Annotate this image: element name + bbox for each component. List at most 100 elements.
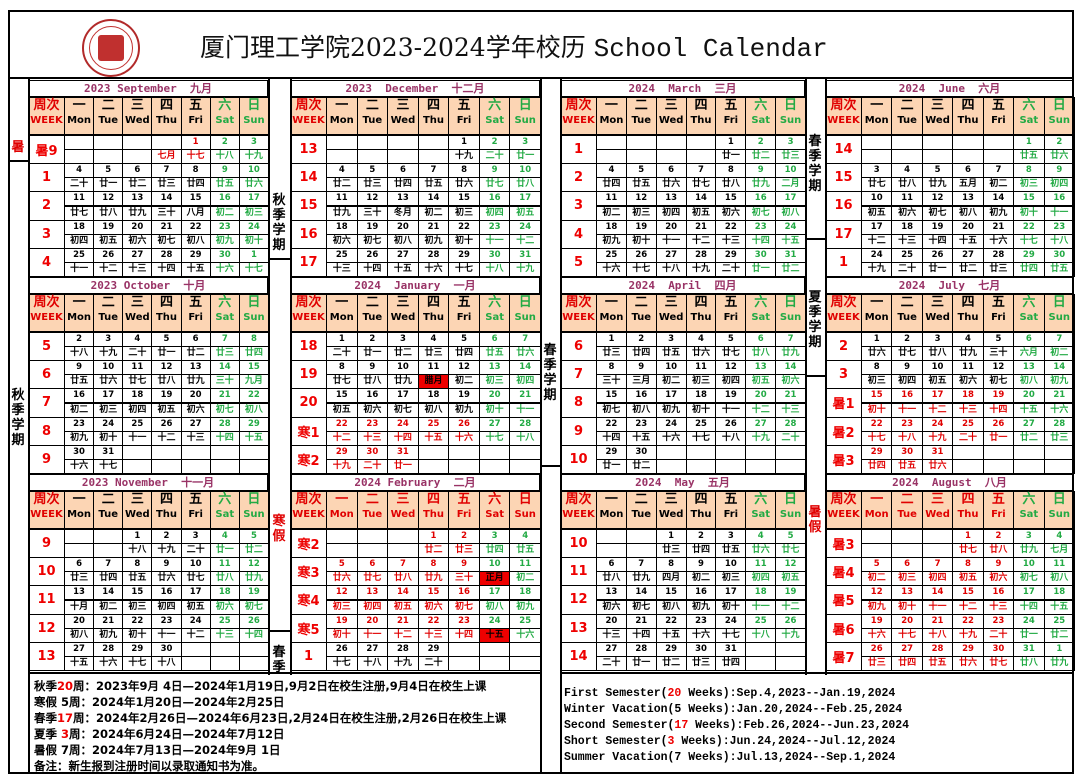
weekday-cn: 日 — [518, 492, 532, 507]
weekday-en: Sun — [514, 312, 536, 323]
weekday-en: Mon — [67, 115, 92, 126]
week-header: 周次 WEEK — [290, 294, 327, 332]
week-header-cn: 周次 — [295, 98, 322, 113]
weekday-en: Tue — [98, 115, 119, 126]
title-cn: 厦门理工学院2023-2024学年校历 — [200, 33, 594, 62]
week-header-cn: 周次 — [33, 295, 60, 310]
weekday-en: Fri — [456, 312, 472, 323]
weekday-cn: 五 — [189, 492, 203, 507]
weekday-cn: 日 — [518, 295, 532, 310]
weekday-cn: 五 — [189, 295, 203, 310]
weekday-en: Fri — [456, 509, 472, 520]
weekday-header: 一 Mon — [64, 294, 95, 332]
weekday-en: Wed — [125, 115, 150, 126]
lunar-date-cell: 十四 — [151, 261, 182, 277]
weekday-cn: 二 — [365, 492, 379, 507]
weekday-cn: 四 — [426, 98, 440, 113]
weekday-cn: 一 — [335, 295, 349, 310]
weekday-en: Fri — [456, 115, 472, 126]
month-title: 2023 October 十月 — [28, 277, 268, 294]
weekday-cn: 五 — [457, 492, 471, 507]
lunar-date-cell: 十五 — [387, 261, 419, 277]
week-header-en: WEEK — [292, 312, 325, 323]
weekday-header: 日 Sun — [509, 491, 541, 529]
weekday-cn: 五 — [457, 295, 471, 310]
weekday-header: 二 Tue — [93, 97, 124, 135]
weekday-en: Thu — [155, 312, 178, 323]
weekday-cn: 二 — [365, 98, 379, 113]
weekday-cn: 四 — [426, 295, 440, 310]
weekday-header: 二 Tue — [356, 294, 389, 332]
weekday-cn: 三 — [664, 98, 678, 113]
lunar-date-cell: 十六 — [64, 458, 95, 474]
weekday-en: Thu — [422, 509, 445, 520]
weekday-en: Wed — [658, 115, 684, 126]
week-number: 暑9 — [28, 135, 65, 165]
weekday-en: Tue — [98, 312, 119, 323]
week-header-en: WEEK — [30, 509, 63, 520]
weekday-header: 三 Wed — [122, 97, 153, 135]
weekday-cn: 一 — [72, 98, 86, 113]
weekday-cn: 一 — [72, 492, 86, 507]
week-header: 周次 WEEK — [28, 491, 65, 529]
weekday-header: 六 Sat — [209, 294, 240, 332]
weekday-cn: 五 — [189, 98, 203, 113]
weekday-cn: 二 — [101, 295, 115, 310]
weekday-cn: 六 — [488, 98, 502, 113]
weekday-en: Tue — [362, 509, 383, 520]
weekday-en: Tue — [631, 115, 652, 126]
weekday-header: 二 Tue — [356, 97, 389, 135]
lunar-date-cell: 二十 — [417, 655, 450, 671]
weekday-en: Thu — [155, 509, 178, 520]
weekday-cn: 四 — [159, 295, 173, 310]
weekday-en: Sat — [485, 509, 504, 520]
month-title: 2023 September 九月 — [28, 80, 268, 97]
weekday-cn: 六 — [218, 492, 232, 507]
week-header: 周次 WEEK — [28, 97, 65, 135]
weekday-header: 日 Sun — [238, 97, 269, 135]
month-title: 2024 January 一月 — [290, 277, 540, 294]
weekday-cn: 一 — [335, 98, 349, 113]
weekday-header: 三 Wed — [387, 97, 419, 135]
weekday-cn: 四 — [159, 98, 173, 113]
month-title: 2024 February 二月 — [290, 474, 540, 491]
weekday-en: Wed — [125, 509, 150, 520]
weekday-cn: 六 — [218, 295, 232, 310]
weekday-cn: 二 — [101, 98, 115, 113]
weekday-header: 二 Tue — [625, 97, 657, 135]
outer-frame — [8, 10, 1074, 774]
weekday-cn: 一 — [72, 295, 86, 310]
week-header-cn: 周次 — [33, 98, 60, 113]
weekday-cn: 三 — [130, 98, 144, 113]
weekday-header: 四 Thu — [151, 97, 182, 135]
week-header-cn: 周次 — [565, 98, 592, 113]
month-title: 2024 March 三月 — [560, 80, 805, 97]
weekday-cn: 二 — [101, 492, 115, 507]
week-header-en: WEEK — [30, 115, 63, 126]
weekday-header: 六 Sat — [478, 97, 511, 135]
weekday-header: 五 Fri — [448, 294, 480, 332]
weekday-header: 四 Thu — [417, 294, 450, 332]
weekday-header: 六 Sat — [478, 491, 511, 529]
weekday-header: 二 Tue — [93, 294, 124, 332]
month-block: 2024 March 三月 周次 WEEK 一 Mon 二 Tue 三 Wed 四 Thu 五 Fri 六… — [560, 80, 806, 277]
weekday-header: 四 Thu — [417, 97, 450, 135]
weekday-cn: 六 — [488, 492, 502, 507]
weekday-en: Thu — [422, 312, 445, 323]
title-en: School Calendar — [593, 34, 828, 64]
weekday-en: Fri — [188, 312, 203, 323]
week-number: 寒2 — [290, 444, 327, 474]
weekday-en: Mon — [329, 115, 354, 126]
week-number: 寒3 — [290, 557, 327, 587]
weekday-header: 一 Mon — [326, 491, 358, 529]
weekday-cn: 一 — [335, 492, 349, 507]
weekday-en: Fri — [188, 509, 203, 520]
weekday-header: 二 Tue — [356, 491, 389, 529]
weekday-en: Thu — [422, 115, 445, 126]
weekday-cn: 三 — [396, 492, 410, 507]
weekday-en: Sun — [243, 115, 265, 126]
week-header-cn: 周次 — [295, 295, 322, 310]
week-header: 周次 WEEK — [290, 97, 327, 135]
lunar-date-cell: 十六 — [209, 261, 240, 277]
